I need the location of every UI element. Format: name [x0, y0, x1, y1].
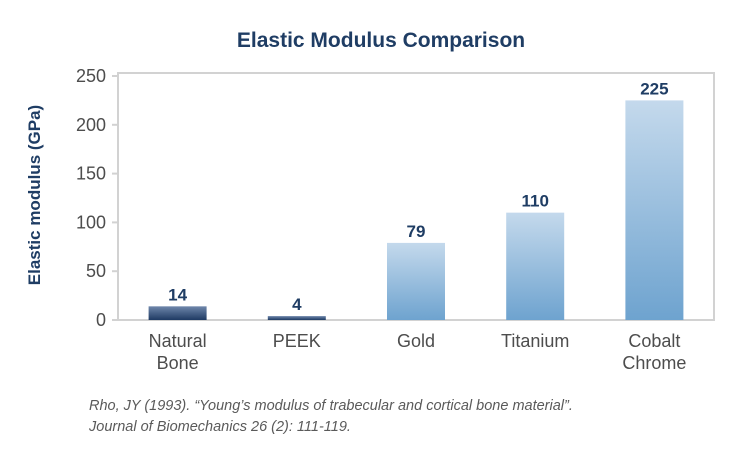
bar-cobalt-chrome — [625, 100, 684, 321]
bar-titanium — [506, 212, 565, 320]
data-label: 110 — [521, 192, 548, 211]
bars — [148, 100, 684, 321]
x-axis-ticks: Natural Bone PEEK Gold Titanium Cobalt Chrome — [149, 331, 687, 373]
x-tick-label: Gold — [397, 331, 435, 351]
data-label: 14 — [168, 285, 187, 304]
x-tick-label: Natural Bone — [149, 331, 207, 373]
y-tick-label: 0 — [96, 310, 106, 330]
y-axis-label: Elastic modulus (GPa) — [25, 105, 44, 285]
x-tick-label: PEEK — [273, 331, 321, 351]
bar-gold — [387, 242, 445, 320]
citation: Rho, JY (1993). “Young’s modulus of trab… — [89, 396, 709, 438]
bar-peek — [267, 316, 326, 320]
chart-title: Elastic Modulus Comparison — [237, 29, 525, 52]
y-tick-label: 50 — [86, 261, 106, 281]
y-tick-label: 200 — [76, 115, 106, 135]
y-axis-ticks: 0 50 100 150 200 250 — [76, 66, 118, 330]
y-tick-label: 100 — [76, 212, 106, 232]
y-tick-label: 150 — [76, 164, 106, 184]
citation-line-2: Journal of Biomechanics 26 (2): 111-119. — [89, 419, 351, 435]
y-tick-label: 250 — [76, 66, 106, 86]
data-label: 79 — [407, 222, 426, 241]
x-tick-label: Titanium — [501, 331, 569, 351]
citation-line-1: Rho, JY (1993). “Young’s modulus of trab… — [89, 398, 573, 414]
x-tick-label: Cobalt Chrome — [622, 331, 686, 373]
bar-natural-bone — [148, 306, 207, 320]
data-label: 4 — [292, 295, 302, 314]
data-label: 225 — [640, 79, 668, 98]
elastic-modulus-chart: Elastic Modulus Comparison Elastic modul… — [25, 29, 715, 373]
data-labels: 14 4 79 110 225 — [168, 79, 668, 314]
